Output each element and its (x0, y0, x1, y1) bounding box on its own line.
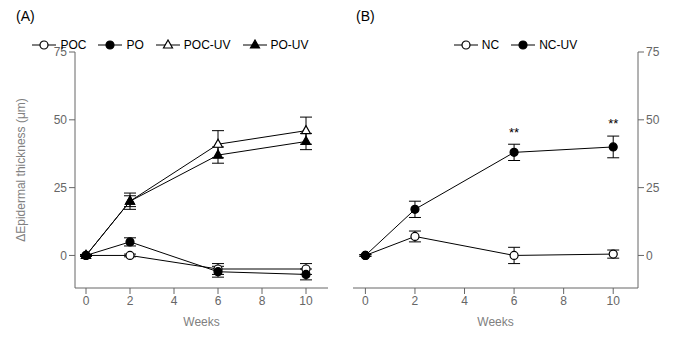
html-text:(B): (B) (356, 8, 375, 24)
svg-text:8: 8 (560, 294, 567, 308)
svg-text:50: 50 (54, 113, 68, 127)
svg-text:75: 75 (646, 45, 660, 59)
svg-text:0: 0 (646, 249, 653, 263)
svg-text:8: 8 (259, 294, 266, 308)
svg-text:75: 75 (54, 45, 68, 59)
html-text:NC-UV: NC-UV (539, 38, 578, 52)
html-text:POC-UV: POC-UV (183, 38, 231, 52)
html-text:PO-UV: PO-UV (270, 38, 309, 52)
svg-text:**: ** (608, 116, 618, 131)
svg-text:2: 2 (127, 294, 134, 308)
svg-text:2: 2 (412, 294, 419, 308)
svg-text:25: 25 (54, 181, 68, 195)
svg-text:4: 4 (461, 294, 468, 308)
svg-text:Weeks: Weeks (477, 315, 513, 329)
svg-text:0: 0 (83, 294, 90, 308)
svg-text:10: 10 (299, 294, 313, 308)
svg-text:25: 25 (646, 181, 660, 195)
html-text:PO: PO (126, 38, 144, 52)
svg-text:50: 50 (646, 113, 660, 127)
html-text:POC: POC (60, 38, 87, 52)
svg-text:Weeks: Weeks (183, 315, 219, 329)
svg-text:10: 10 (607, 294, 621, 308)
svg-text:0: 0 (60, 249, 67, 263)
svg-text:ΔEpidermal thickness (μm): ΔEpidermal thickness (μm) (14, 98, 28, 242)
html-text:(A): (A) (16, 8, 35, 24)
html-text:NC: NC (481, 38, 500, 52)
svg-text:4: 4 (171, 294, 178, 308)
svg-text:6: 6 (511, 294, 518, 308)
svg-text:6: 6 (215, 294, 222, 308)
svg-text:0: 0 (362, 294, 369, 308)
svg-text:**: ** (509, 125, 519, 140)
